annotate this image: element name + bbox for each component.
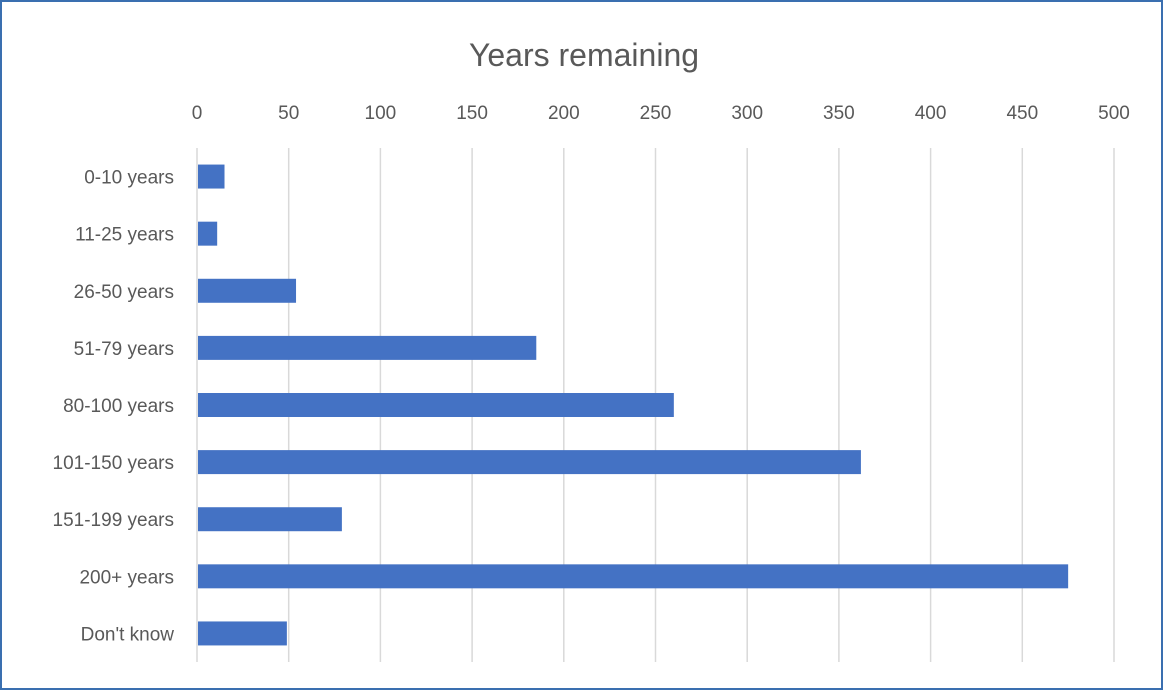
- category-labels: 0-10 years 11-25 years 26-50 years 51-79 ye…: [53, 168, 175, 646]
- x-tick-label: 100: [365, 103, 397, 124]
- x-axis-ticks: 0 50 100 150 200 250 300 350 400 450 500: [192, 103, 1130, 124]
- category-label: 11-25 years: [75, 225, 174, 246]
- bars: [198, 164, 1069, 646]
- category-label: 101-150 years: [53, 453, 174, 474]
- category-label: 151-199 years: [53, 510, 174, 531]
- x-tick-label: 500: [1098, 103, 1130, 124]
- x-tick-label: 150: [456, 103, 488, 124]
- bar: [198, 335, 537, 360]
- bar: [198, 450, 861, 475]
- x-tick-label: 250: [640, 103, 672, 124]
- x-tick-label: 0: [192, 103, 203, 124]
- x-tick-label: 350: [823, 103, 855, 124]
- bar: [198, 507, 342, 532]
- category-label: 80-100 years: [63, 396, 174, 417]
- bar: [198, 564, 1069, 589]
- category-label: 26-50 years: [74, 282, 174, 303]
- chart-title: Years remaining: [469, 37, 699, 73]
- bar: [198, 164, 225, 189]
- category-label: Don't know: [81, 624, 175, 645]
- bar: [198, 278, 297, 303]
- bar: [198, 221, 218, 246]
- x-tick-label: 50: [278, 103, 299, 124]
- x-tick-label: 300: [731, 103, 763, 124]
- x-tick-label: 400: [915, 103, 947, 124]
- x-tick-label: 200: [548, 103, 580, 124]
- category-label: 0-10 years: [84, 168, 174, 189]
- bar: [198, 621, 287, 646]
- category-label: 51-79 years: [74, 339, 174, 360]
- x-tick-label: 450: [1006, 103, 1038, 124]
- bar: [198, 393, 674, 417]
- category-label: 200+ years: [79, 567, 174, 588]
